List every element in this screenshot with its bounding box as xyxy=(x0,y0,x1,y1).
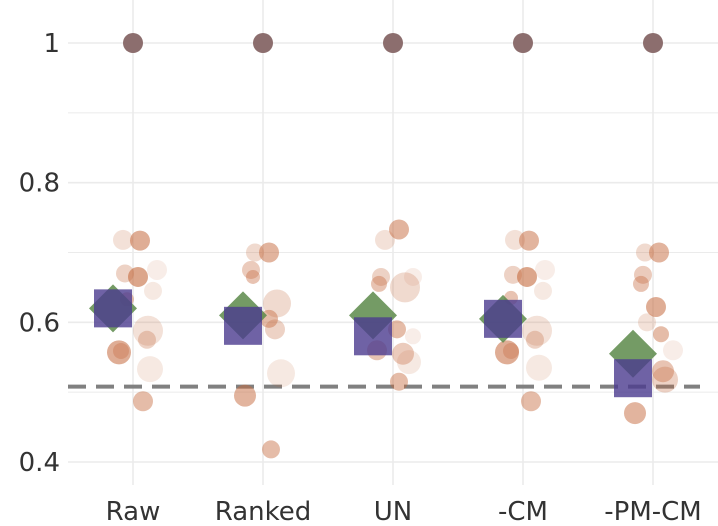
grid-layer xyxy=(68,0,718,485)
scatter-point xyxy=(534,281,552,300)
scatter-point xyxy=(144,281,162,300)
scatter-point xyxy=(128,266,148,287)
scatter-point xyxy=(519,230,539,251)
scatter-point xyxy=(636,243,654,262)
points-layer xyxy=(107,33,683,459)
scatter-point xyxy=(649,242,669,263)
scatter-point xyxy=(372,267,390,286)
scatter-point xyxy=(259,242,279,263)
scatter-point xyxy=(646,296,666,317)
scatter-point xyxy=(397,350,421,375)
scatter-point xyxy=(107,340,131,365)
label-layer: 0.4 0.6 0.8 1 Raw Ranked UN -CM -PM-CM xyxy=(19,29,702,526)
scatter-point xyxy=(634,265,652,284)
scatter-point xyxy=(503,342,519,359)
scatter-point xyxy=(246,243,264,262)
scatter-point xyxy=(633,275,649,292)
scatter-point xyxy=(652,366,678,393)
scatter-point xyxy=(663,340,683,361)
x-tick-label: Raw xyxy=(106,497,161,526)
x-tick-label: -CM xyxy=(498,497,548,526)
scatter-point xyxy=(388,320,406,339)
scatter-point xyxy=(389,219,409,240)
scatter-point xyxy=(522,315,552,346)
square-marker xyxy=(614,359,652,398)
y-tick-label: 0.6 xyxy=(19,308,60,338)
top-point xyxy=(513,33,533,53)
scatter-point xyxy=(265,319,285,340)
scatter-point xyxy=(130,230,150,251)
x-tick-label: -PM-CM xyxy=(604,497,701,526)
scatter-point xyxy=(390,272,420,303)
top-point xyxy=(123,33,143,53)
scatter-point xyxy=(263,289,291,318)
y-tick-label: 1 xyxy=(43,29,60,59)
square-marker xyxy=(224,306,262,345)
x-tick-label: Ranked xyxy=(215,497,312,526)
scatter-point xyxy=(113,342,129,359)
scatter-point xyxy=(113,229,133,250)
scatter-point xyxy=(138,330,156,349)
scatter-point xyxy=(242,260,260,279)
scatter-point xyxy=(262,440,280,459)
scatter-point xyxy=(137,356,163,383)
scatter-point xyxy=(405,328,421,345)
scatter-point xyxy=(147,259,167,280)
scatter-point xyxy=(133,315,163,346)
scatter-point xyxy=(234,384,256,407)
scatter-point xyxy=(517,266,537,287)
scatter-point xyxy=(535,259,555,280)
scatter-point xyxy=(390,372,408,391)
top-point xyxy=(253,33,273,53)
scatter-point xyxy=(375,229,395,250)
square-marker xyxy=(354,317,392,356)
scatter-point xyxy=(371,275,387,292)
scatter-point xyxy=(526,330,544,349)
scatter-point xyxy=(267,359,295,388)
scatter-point xyxy=(624,402,646,425)
scatter-point xyxy=(652,360,674,383)
scatter-point xyxy=(404,267,422,286)
y-tick-label: 0.4 xyxy=(19,448,60,478)
scatter-point xyxy=(495,340,519,365)
scatter-point xyxy=(638,313,656,332)
scatter-point xyxy=(133,391,153,412)
x-tick-label: UN xyxy=(374,497,412,526)
scatter-point xyxy=(521,391,541,412)
summary-layer xyxy=(89,284,657,398)
top-point xyxy=(643,33,663,53)
square-marker xyxy=(94,289,132,328)
scatter-point xyxy=(526,354,552,381)
y-tick-label: 0.8 xyxy=(19,169,60,199)
top-point xyxy=(383,33,403,53)
scatter-point xyxy=(653,326,669,343)
scatter-point xyxy=(246,269,260,284)
square-marker xyxy=(484,299,522,338)
scatter-point xyxy=(392,342,414,365)
